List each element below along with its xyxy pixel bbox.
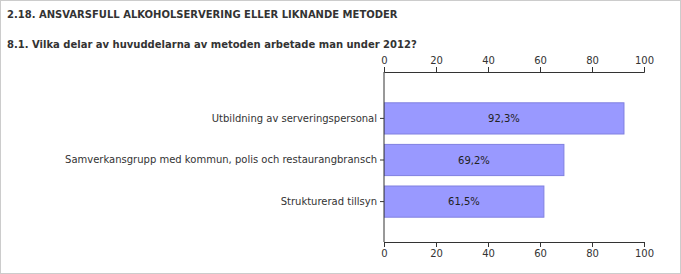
tick-mark	[380, 201, 384, 202]
tick: 40	[482, 242, 495, 259]
axis-line	[385, 67, 645, 73]
data-label: 69,2%	[458, 155, 490, 166]
tick-mark	[380, 160, 384, 161]
tick-mark	[592, 242, 593, 247]
chart-title: 2.18. ANSVARSFULL ALKOHOLSERVERING ELLER…	[7, 9, 398, 20]
tick-label: 100	[635, 248, 654, 259]
tick: 80	[586, 242, 599, 259]
category-label: Samverkansgrupp med kommun, polis och re…	[65, 154, 377, 165]
tick-label: 80	[586, 55, 599, 66]
tick: 100	[635, 55, 654, 72]
bar	[384, 144, 564, 175]
tick-label: 60	[534, 55, 547, 66]
tick-mark	[644, 242, 645, 247]
background	[1, 1, 681, 274]
tick-label: 0	[381, 248, 387, 259]
bars	[384, 103, 624, 217]
tick: 60	[534, 242, 547, 259]
category-label: Strukturerad tillsyn	[281, 196, 377, 207]
tick-label: 20	[430, 55, 443, 66]
tick-label: 80	[586, 248, 599, 259]
tick: 0	[381, 242, 387, 259]
tick-mark	[644, 67, 645, 72]
bar	[384, 103, 624, 134]
tick-mark	[488, 67, 489, 72]
x-axis-top: 0 20 40 60 80 100	[381, 55, 654, 73]
data-labels: 92,3% 69,2% 61,5%	[448, 113, 520, 207]
tick: 80	[586, 55, 599, 72]
tick: 20	[430, 242, 443, 259]
tick-label: 0	[381, 55, 387, 66]
tick: Strukturerad tillsyn	[281, 196, 384, 207]
tick-mark	[488, 242, 489, 247]
data-label: 61,5%	[448, 196, 480, 207]
tick: 60	[534, 55, 547, 72]
tick: 100	[635, 242, 654, 259]
tick-mark	[540, 242, 541, 247]
tick: Samverkansgrupp med kommun, polis och re…	[65, 154, 384, 165]
axis-line	[384, 72, 385, 242]
tick: 20	[430, 55, 443, 72]
tick: 40	[482, 55, 495, 72]
tick-mark	[384, 67, 385, 72]
tick-label: 100	[635, 55, 654, 66]
axis-line	[385, 243, 645, 248]
tick-mark	[592, 67, 593, 72]
tick: 0	[381, 55, 387, 72]
tick-label: 40	[482, 55, 495, 66]
chart-subtitle: 8.1. Vilka delar av huvuddelarna av meto…	[7, 39, 417, 50]
tick-label: 20	[430, 248, 443, 259]
tick-mark	[384, 242, 385, 247]
tick-mark	[380, 118, 384, 119]
chart-svg: 2.18. ANSVARSFULL ALKOHOLSERVERING ELLER…	[0, 0, 681, 274]
bar	[384, 186, 544, 217]
tick-label: 40	[482, 248, 495, 259]
tick-label: 60	[534, 248, 547, 259]
tick-mark	[540, 67, 541, 72]
tick: Utbildning av serveringspersonal	[212, 113, 384, 124]
tick-mark	[436, 67, 437, 72]
category-label: Utbildning av serveringspersonal	[212, 113, 377, 124]
data-label: 92,3%	[488, 113, 520, 124]
x-axis-bottom: 0 20 40 60 80 100	[381, 242, 654, 259]
y-axis: Utbildning av serveringspersonal Samverka…	[65, 72, 384, 242]
tick-mark	[436, 242, 437, 247]
